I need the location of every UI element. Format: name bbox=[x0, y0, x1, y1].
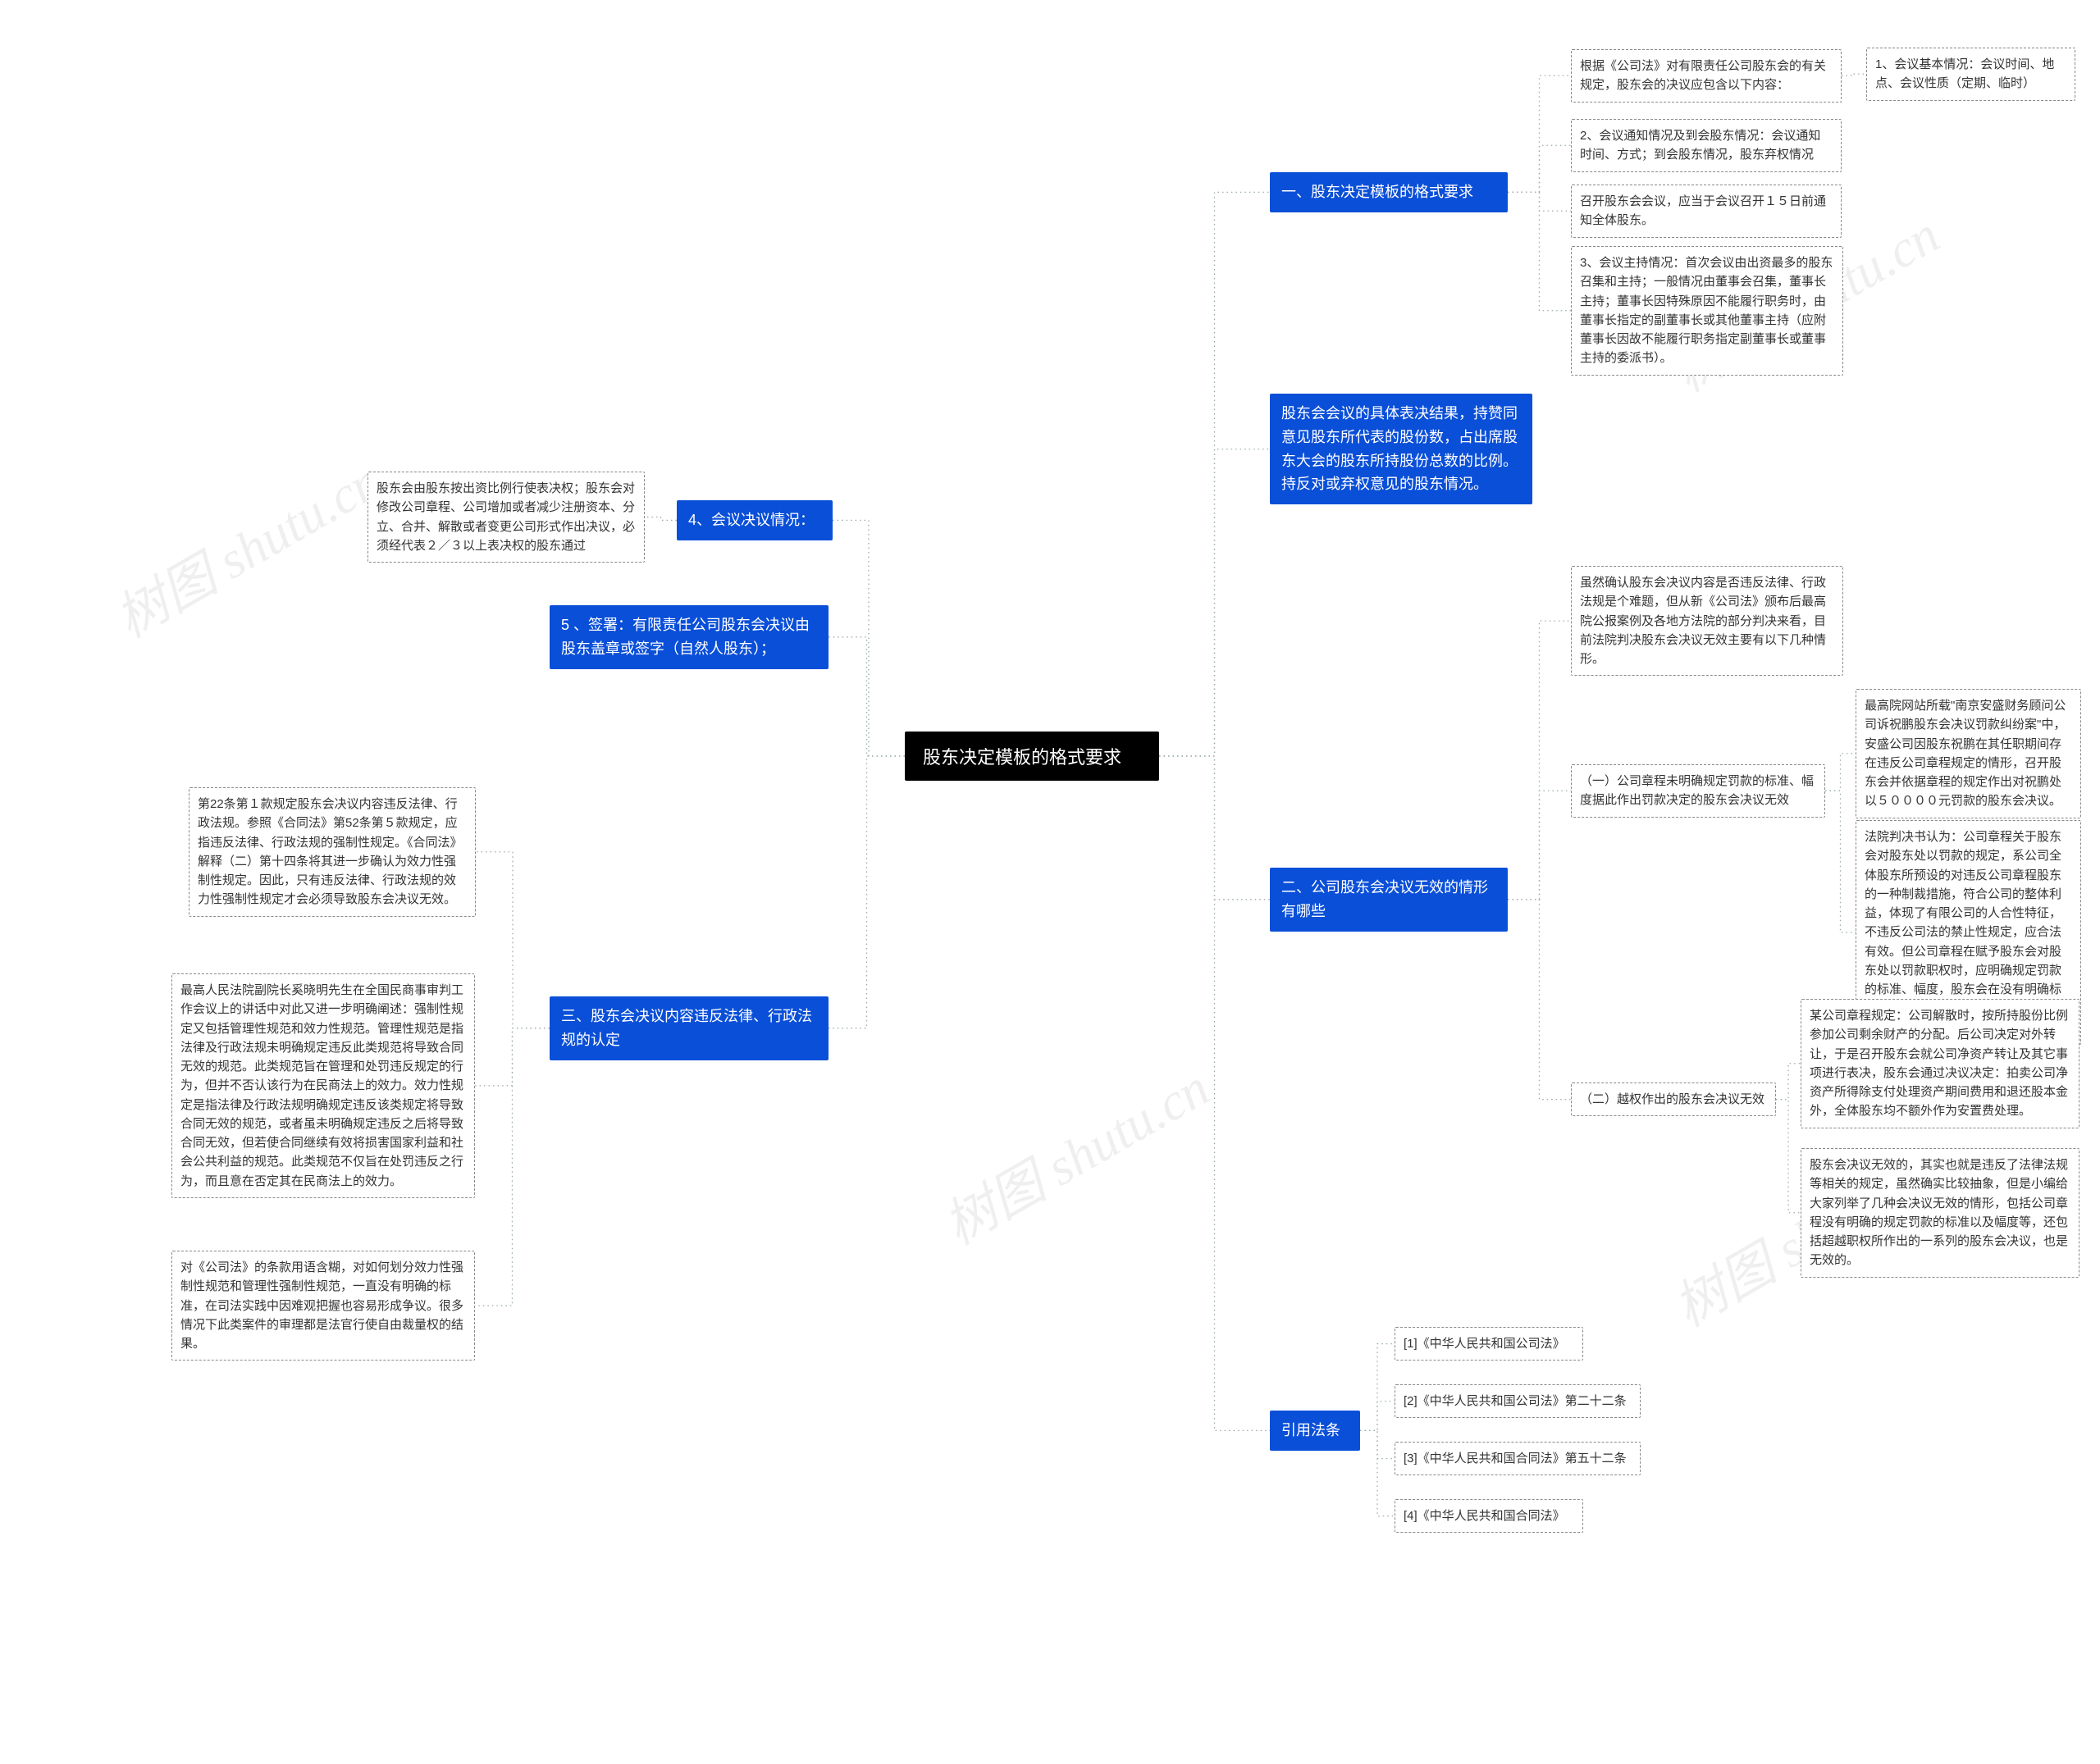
node-b3c: [3]《中华人民共和国合同法》第五十二条 bbox=[1395, 1442, 1641, 1475]
watermark: 树图 shutu.cn bbox=[928, 1046, 1221, 1259]
watermark: 树图 shutu.cn bbox=[99, 440, 392, 652]
node-b1a1: 1、会议基本情况：会议时间、地点、会议性质（定期、临时） bbox=[1866, 48, 2075, 101]
node-b2b: （一）公司章程未明确规定罚款的标准、幅度据此作出罚款决定的股东会决议无效 bbox=[1571, 764, 1825, 818]
node-l4: 4、会议决议情况： bbox=[677, 500, 833, 540]
node-l5: 5 、签署：有限责任公司股东会决议由股东盖章或签字（自然人股东）； bbox=[550, 605, 829, 669]
node-root: 股东决定模板的格式要求 bbox=[905, 732, 1159, 781]
node-b3b: [2]《中华人民共和国公司法》第二十二条 bbox=[1395, 1384, 1641, 1418]
node-b2: 二、公司股东会决议无效的情形有哪些 bbox=[1270, 868, 1508, 932]
node-b1b: 2、会议通知情况及到会股东情况：会议通知时间、方式；到会股东情况，股东弃权情况 bbox=[1571, 119, 1842, 172]
node-l4a: 股东会由股东按出资比例行使表决权；股东会对修改公司章程、公司增加或者减少注册资本… bbox=[368, 472, 645, 563]
node-b1d: 3、会议主持情况：首次会议由出资最多的股东召集和主持；一般情况由董事会召集，董事… bbox=[1571, 246, 1843, 376]
node-b1e: 股东会会议的具体表决结果，持赞同意见股东所代表的股份数，占出席股东大会的股东所持… bbox=[1270, 394, 1532, 504]
node-b2c: （二）越权作出的股东会决议无效 bbox=[1571, 1083, 1776, 1116]
node-l3c: 对《公司法》的条款用语含糊，对如何划分效力性强制性规范和管理性强制性规范，一直没… bbox=[171, 1251, 475, 1361]
node-b3a: [1]《中华人民共和国公司法》 bbox=[1395, 1327, 1583, 1361]
node-l3b: 最高人民法院副院长奚晓明先生在全国民商事审判工作会议上的讲话中对此又进一步明确阐… bbox=[171, 973, 475, 1198]
node-b2a: 虽然确认股东会决议内容是否违反法律、行政法规是个难题，但从新《公司法》颁布后最高… bbox=[1571, 566, 1843, 676]
node-b3: 引用法条 bbox=[1270, 1411, 1360, 1451]
node-l3a: 第22条第１款规定股东会决议内容违反法律、行政法规。参照《合同法》第52条第５款… bbox=[189, 787, 476, 917]
node-b3d: [4]《中华人民共和国合同法》 bbox=[1395, 1499, 1583, 1533]
node-b2c1: 某公司章程规定：公司解散时，按所持股份比例参加公司剩余财产的分配。后公司决定对外… bbox=[1801, 999, 2079, 1128]
node-b1c: 召开股东会会议，应当于会议召开１５日前通知全体股东。 bbox=[1571, 185, 1842, 238]
node-b1: 一、股东决定模板的格式要求 bbox=[1270, 172, 1508, 212]
node-b2c2: 股东会决议无效的，其实也就是违反了法律法规等相关的规定，虽然确实比较抽象，但是小… bbox=[1801, 1148, 2079, 1278]
node-b1a: 根据《公司法》对有限责任公司股东会的有关规定，股东会的决议应包含以下内容： bbox=[1571, 49, 1842, 103]
node-l3: 三、股东会决议内容违反法律、行政法规的认定 bbox=[550, 996, 829, 1060]
node-b2b1: 最高院网站所载"南京安盛财务顾问公司诉祝鹏股东会决议罚款纠纷案"中，安盛公司因股… bbox=[1856, 689, 2081, 818]
